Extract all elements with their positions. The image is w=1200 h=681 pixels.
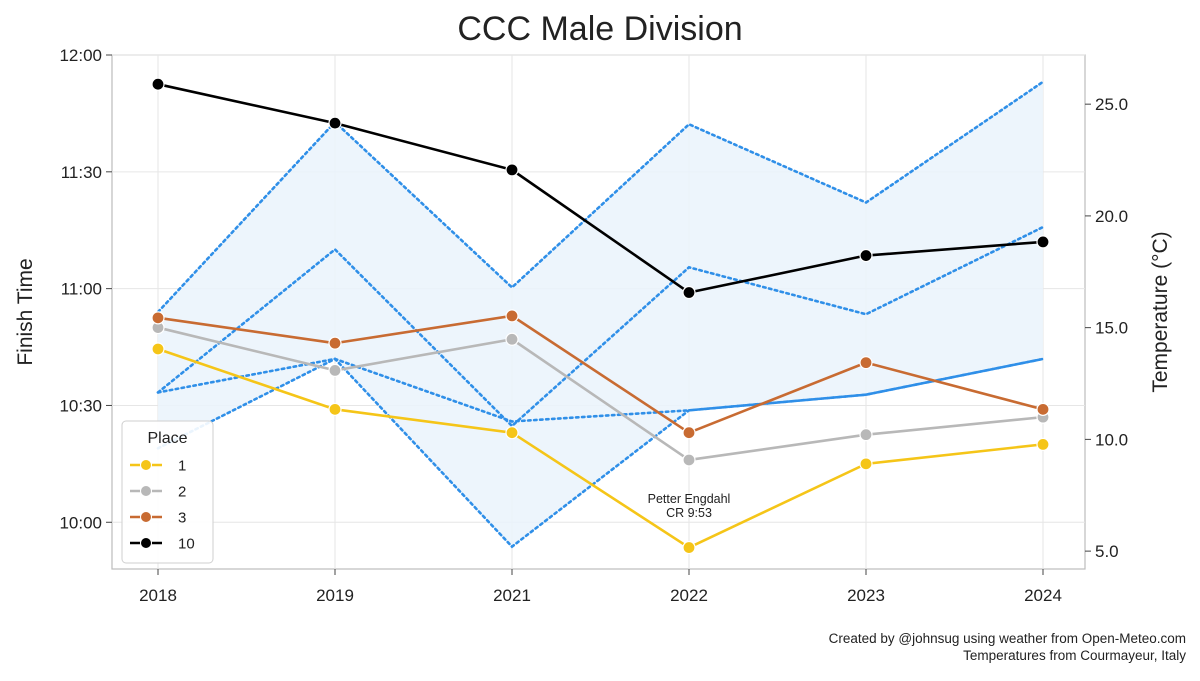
series-line-place-1 [157,347,1044,549]
legend-entry-label: 3 [178,510,186,527]
data-point-place-3 [1036,402,1050,416]
data-point-place-1 [1036,437,1050,451]
legend-entry-label: 1 [178,458,186,475]
x-tick-label: 2018 [139,586,177,605]
data-point-place-3 [682,426,696,440]
data-point-place-2 [682,453,696,467]
data-point-place-1 [859,457,873,471]
footer-credit-line: Created by @johnsug using weather from O… [828,631,1186,646]
y-tick-label: 10:30 [59,396,102,415]
y2-tick-label: 25.0 [1095,95,1128,114]
data-point-place-10 [151,77,165,91]
series-layer [151,77,1050,555]
data-point-place-10 [505,163,519,177]
data-point-place-3 [859,356,873,370]
data-point-place-3 [151,311,165,325]
legend-swatch-marker [140,511,152,523]
series-line-place-2 [157,326,1044,462]
legend-box [121,420,214,564]
data-point-place-1 [682,540,696,555]
data-point-place-2 [328,363,342,378]
legend-swatch-marker [140,459,152,471]
data-point-place-1 [151,342,165,356]
legend-entry-label: 2 [178,484,186,501]
legend-swatch-marker [140,537,152,549]
data-point-place-10 [328,116,342,130]
temperature-line-max-lower [156,225,1045,428]
data-point-place-10 [682,285,696,300]
x-tick-label: 2022 [670,586,708,605]
series-line-place-3 [157,314,1044,435]
series-line-place-10 [157,82,1044,294]
axes: 10:00 10:30 11:00 11:30 12:00 5.0 10.0 15.0 20.0… [59,46,1128,605]
x-tick-label: 2019 [316,586,354,605]
annotation-text-line: Petter Engdahl [648,492,731,506]
y2-tick-label: 15.0 [1095,319,1128,338]
plot-area [111,54,1086,570]
y-tick-label: 11:00 [61,280,102,299]
y-axis-label: Finish Time [14,258,37,365]
x-tick-label: 2021 [493,586,531,605]
data-point-place-2 [505,332,519,346]
footer-credits: Created by @johnsug using weather from O… [829,630,1186,664]
data-point-place-10 [859,248,873,263]
y2-tick-label: 20.0 [1095,207,1128,226]
legend-title: Place [147,430,187,447]
y2-tick-label: 10.0 [1095,430,1128,449]
y2-tick-label: 5.0 [1095,542,1119,561]
data-point-place-3 [505,309,519,323]
temperature-line-max-upper [156,80,1045,314]
data-point-place-1 [505,426,519,440]
temperature-line-min-lower [156,357,1045,549]
legend-swatch-marker [140,485,152,497]
annotation-text-line: CR 9:53 [666,506,712,520]
x-tick-label: 2023 [847,586,885,605]
y-tick-label: 12:00 [59,46,102,65]
data-point-place-2 [859,428,873,442]
legend: Place 1 2 3 10 [121,420,214,564]
data-point-place-3 [328,336,342,350]
data-point-place-1 [328,402,342,416]
footer-location-line: Temperatures from Courmayeur, Italy [963,648,1186,663]
y2-axis-label: Temperature (°C) [1149,231,1172,392]
temperature-band [158,81,1043,547]
x-tick-label: 2024 [1024,586,1062,605]
y-tick-label: 10:00 [59,513,102,532]
legend-entry-label: 10 [178,536,195,553]
y-tick-label: 11:30 [61,163,102,182]
chart-title: CCC Male Division [457,10,742,48]
data-point-place-10 [1036,235,1050,249]
